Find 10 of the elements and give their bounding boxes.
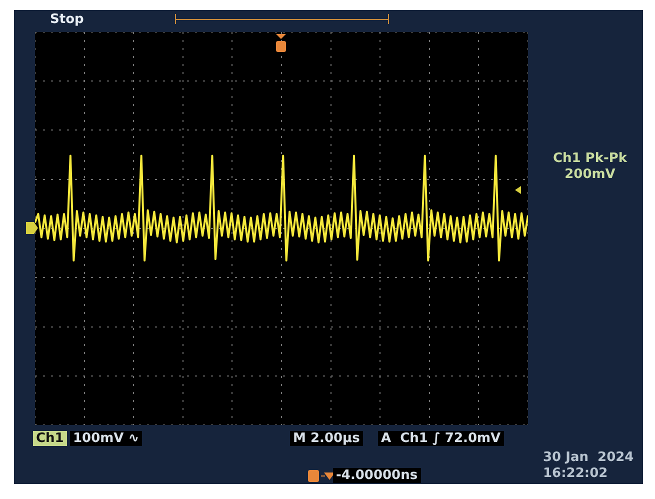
text: -4.00000ns	[333, 468, 421, 483]
text: A Ch1 ∫ 72.0mV	[378, 431, 504, 446]
text: Ch1 Pk-Pk	[552, 151, 628, 166]
text: 16:22:02	[542, 466, 609, 481]
text: 200mV	[564, 167, 616, 182]
text: 30 Jan 2024	[542, 450, 635, 465]
text: Stop	[49, 12, 85, 27]
text: 100mV ∿	[70, 431, 142, 446]
text: M 2.00µs	[290, 431, 363, 446]
text: Ch1	[33, 431, 67, 446]
